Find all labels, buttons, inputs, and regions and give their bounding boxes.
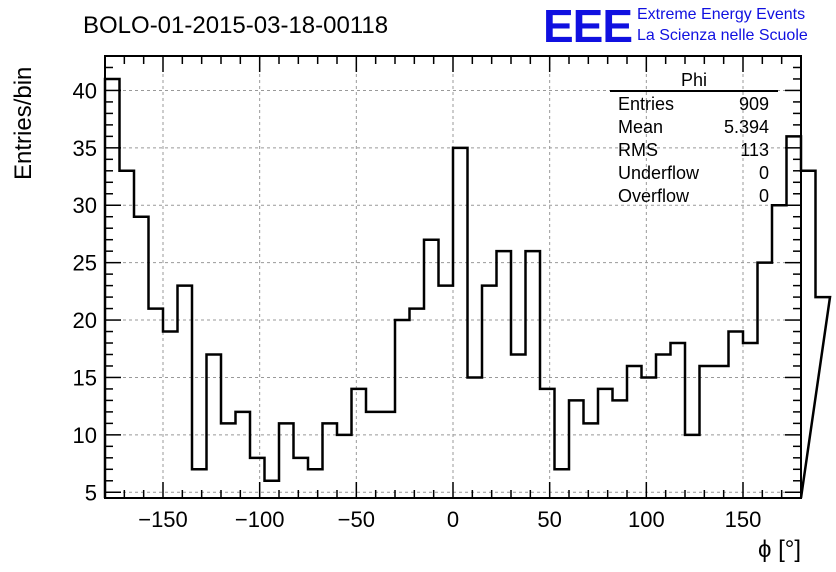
- logo-mark: EEE: [543, 0, 632, 52]
- stat-label-entries: Entries: [618, 94, 674, 114]
- x-tick-label: 150: [725, 507, 762, 532]
- stat-value-mean: 5.394: [724, 117, 769, 137]
- stat-label-mean: Mean: [618, 117, 663, 137]
- chart-title: BOLO-01-2015-03-18-00118: [83, 12, 388, 39]
- stat-label-underflow: Underflow: [618, 163, 700, 183]
- y-tick-label: 5: [85, 480, 97, 505]
- logo-line1: Extreme Energy Events: [637, 6, 805, 23]
- tick-labels: −150 −100 −50 0 50 100 150 5 10 15 20 25 30 35 40: [73, 78, 762, 532]
- histogram-outline: [103, 77, 832, 499]
- stats-box-name: Phi: [681, 70, 707, 90]
- x-axis-title: ϕ [°]: [758, 536, 801, 563]
- stat-label-rms: RMS: [618, 140, 658, 160]
- eee-logo: EEE Extreme Energy Events La Scienza nel…: [543, 0, 808, 52]
- x-tick-label: 0: [447, 507, 459, 532]
- y-tick-label: 25: [73, 251, 97, 276]
- y-tick-label: 15: [73, 365, 97, 390]
- y-tick-label: 10: [73, 423, 97, 448]
- y-axis-title: Entries/bin: [10, 67, 37, 180]
- x-tick-label: −50: [338, 507, 375, 532]
- y-tick-label: 20: [73, 308, 97, 333]
- x-tick-label: 50: [537, 507, 561, 532]
- stat-value-rms: 113: [740, 140, 769, 160]
- x-tick-label: −100: [235, 507, 285, 532]
- stat-value-overflow: 0: [759, 186, 769, 206]
- logo-line2: La Scienza nelle Scuole: [637, 27, 808, 44]
- stat-value-underflow: 0: [759, 163, 769, 183]
- stat-value-entries: 909: [739, 94, 769, 114]
- axis-ticks: [104, 55, 802, 498]
- y-tick-label: 35: [73, 136, 97, 161]
- stat-label-overflow: Overflow: [618, 186, 690, 206]
- y-tick-label: 30: [73, 193, 97, 218]
- x-tick-label: 100: [628, 507, 665, 532]
- y-tick-label: 40: [73, 78, 97, 103]
- x-tick-label: −150: [138, 507, 188, 532]
- stats-box: Phi Entries 909 Mean 5.394 RMS 113 Under…: [610, 70, 778, 206]
